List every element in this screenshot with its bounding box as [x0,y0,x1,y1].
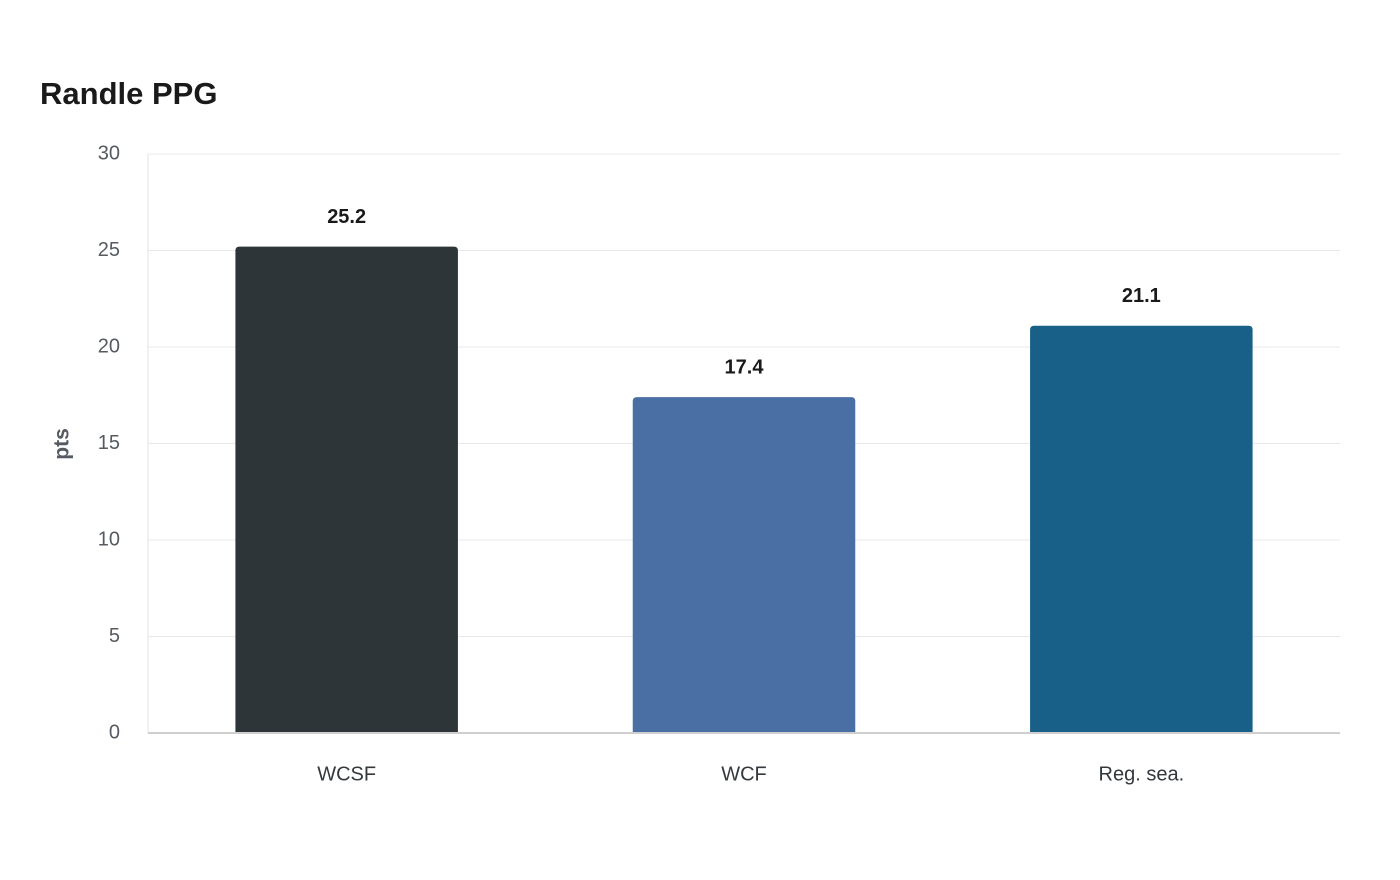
data-label: 17.4 [725,356,765,378]
y-axis-title: pts [51,428,74,460]
y-tick-label: 30 [98,142,120,164]
y-tick-label: 10 [98,528,120,550]
x-tick-label: WCSF [317,763,376,785]
chart-title: Randle PPG [40,76,217,111]
y-tick-label: 15 [98,432,120,454]
y-tick-label: 0 [109,721,120,743]
bar [235,246,458,733]
data-label: 21.1 [1122,285,1161,307]
bar [632,397,856,733]
bar [1030,325,1253,733]
x-tick-label: Reg. sea. [1099,763,1185,785]
y-tick-label: 20 [98,335,120,357]
data-label: 25.2 [327,206,366,228]
y-tick-label: 5 [109,625,120,647]
x-tick-label: WCF [721,763,767,785]
y-tick-label: 25 [98,239,120,261]
